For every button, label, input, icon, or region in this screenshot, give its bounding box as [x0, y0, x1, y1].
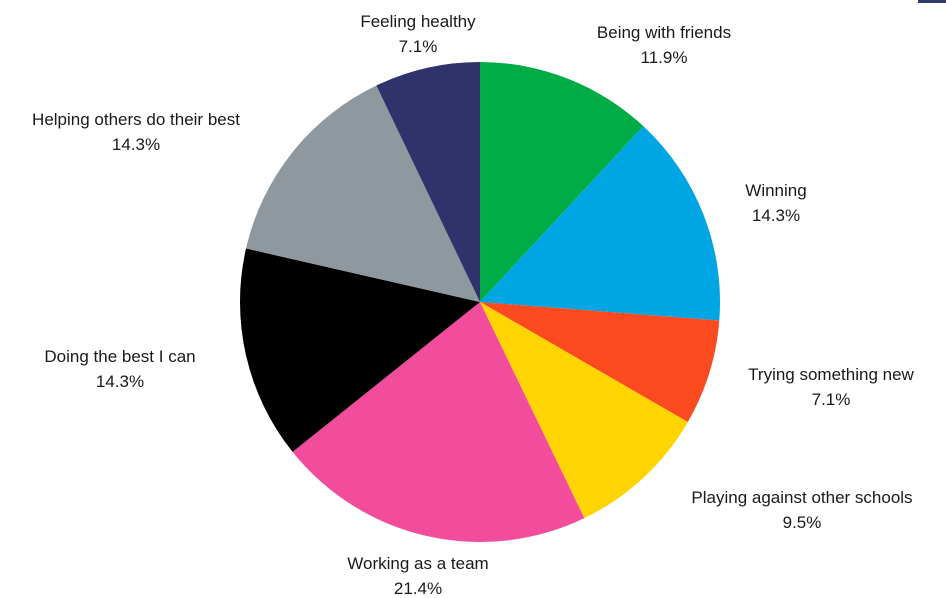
- pie-slices: [239, 62, 721, 543]
- pie-slice-playing-against-other-schools: [480, 302, 688, 519]
- slice-percent-trying-something-new: 7.1%: [812, 390, 851, 409]
- slice-label-helping-others-do-their-best: Helping others do their best: [32, 110, 240, 129]
- pie-slice-doing-the-best-i-can: [239, 248, 480, 452]
- slice-label-being-with-friends: Being with friends: [597, 23, 731, 42]
- slice-label-playing-against-other-schools: Playing against other schools: [691, 488, 912, 507]
- slice-label-trying-something-new: Trying something new: [748, 365, 914, 384]
- pie-slice-winning: [480, 126, 721, 321]
- slice-label-winning: Winning: [745, 181, 806, 200]
- slice-label-feeling-healthy: Feeling healthy: [360, 12, 476, 31]
- slice-percent-feeling-healthy: 7.1%: [399, 37, 438, 56]
- pie-slice-working-as-a-team: [292, 302, 585, 543]
- slice-percent-winning: 14.3%: [752, 206, 800, 225]
- corner-accent: [918, 0, 946, 3]
- slice-percent-being-with-friends: 11.9%: [641, 48, 688, 67]
- pie-slice-trying-something-new: [480, 302, 720, 422]
- slice-percent-playing-against-other-schools: 9.5%: [783, 513, 822, 532]
- slice-label-doing-the-best-i-can: Doing the best I can: [44, 347, 195, 366]
- pie-labels: Being with friends 11.9% Winning 14.3% Tryin…: [32, 12, 915, 598]
- pie-slice-helping-others-do-their-best: [246, 85, 480, 302]
- pie-slice-feeling-healthy: [376, 62, 480, 302]
- pie-slice-being-with-friends: [480, 62, 644, 302]
- slice-percent-doing-the-best-i-can: 14.3%: [96, 372, 144, 391]
- slice-percent-working-as-a-team: 21.4%: [394, 579, 442, 598]
- slice-percent-helping-others-do-their-best: 14.3%: [112, 135, 160, 154]
- slice-label-working-as-a-team: Working as a team: [347, 554, 488, 573]
